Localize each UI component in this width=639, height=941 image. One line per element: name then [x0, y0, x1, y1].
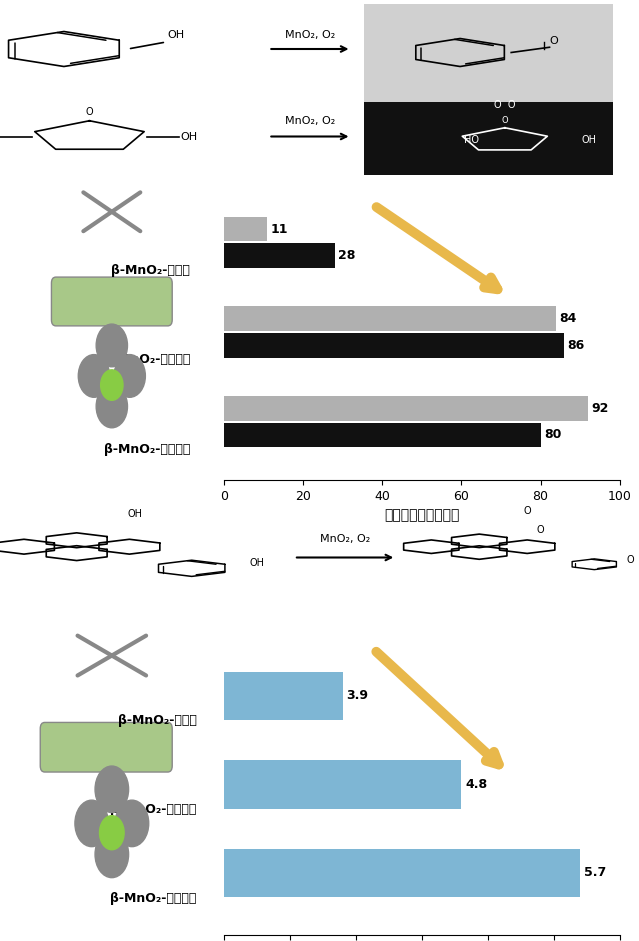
Circle shape: [115, 800, 149, 847]
Text: O  O: O O: [494, 100, 516, 110]
Circle shape: [100, 370, 123, 400]
FancyBboxPatch shape: [364, 4, 613, 102]
Text: OH: OH: [581, 135, 596, 145]
Text: MnO₂, O₂: MnO₂, O₂: [285, 30, 335, 40]
Bar: [224, 672, 343, 720]
Circle shape: [96, 324, 127, 367]
Text: 86: 86: [567, 339, 585, 352]
Text: O: O: [502, 116, 508, 125]
Bar: [224, 760, 461, 808]
Text: 80: 80: [544, 428, 561, 441]
Bar: [224, 423, 541, 447]
Text: β-MnO₂-球状粒子: β-MnO₂-球状粒子: [111, 892, 197, 904]
Text: MnO₂, O₂: MnO₂, O₂: [285, 116, 335, 126]
Circle shape: [100, 816, 124, 850]
Text: MnO₂, O₂: MnO₂, O₂: [320, 534, 370, 544]
Text: 3.9: 3.9: [346, 690, 369, 702]
Text: 5.7: 5.7: [584, 867, 606, 880]
FancyArrowPatch shape: [376, 652, 499, 764]
Text: 92: 92: [591, 402, 609, 415]
Text: OH: OH: [180, 132, 197, 141]
Bar: [224, 216, 267, 242]
Circle shape: [95, 766, 128, 812]
Text: O: O: [626, 555, 634, 566]
Text: O: O: [524, 506, 532, 517]
Text: β-MnO₂-水熱法: β-MnO₂-水熱法: [118, 714, 197, 727]
Circle shape: [95, 831, 128, 878]
Text: O: O: [86, 107, 93, 118]
Circle shape: [78, 355, 110, 397]
FancyArrowPatch shape: [376, 207, 498, 289]
Text: 28: 28: [338, 249, 355, 262]
Circle shape: [75, 800, 109, 847]
Text: β-MnO₂-球状粒子: β-MnO₂-球状粒子: [104, 443, 190, 456]
Bar: [224, 243, 335, 268]
Text: β-MnO₂-板状粒子: β-MnO₂-板状粒子: [104, 353, 190, 366]
FancyBboxPatch shape: [40, 723, 173, 772]
Bar: [224, 396, 588, 421]
Text: HO: HO: [465, 135, 479, 145]
Text: O: O: [550, 36, 558, 45]
Text: 84: 84: [560, 312, 577, 326]
Bar: [224, 333, 564, 358]
Text: OH: OH: [249, 558, 264, 568]
Circle shape: [114, 355, 145, 397]
Text: β-MnO₂-板状粒子: β-MnO₂-板状粒子: [111, 803, 197, 816]
X-axis label: 生成物の収率（％）: 生成物の収率（％）: [384, 508, 459, 522]
Circle shape: [96, 385, 127, 428]
FancyBboxPatch shape: [364, 102, 613, 175]
Text: β-MnO₂-水熱法: β-MnO₂-水熱法: [111, 263, 190, 277]
Text: 11: 11: [270, 223, 288, 235]
Bar: [224, 849, 580, 898]
FancyBboxPatch shape: [51, 277, 173, 326]
Text: OH: OH: [128, 509, 142, 519]
Text: O: O: [537, 525, 544, 535]
Text: OH: OH: [167, 30, 185, 40]
Text: 4.8: 4.8: [465, 778, 488, 791]
Bar: [224, 307, 557, 331]
